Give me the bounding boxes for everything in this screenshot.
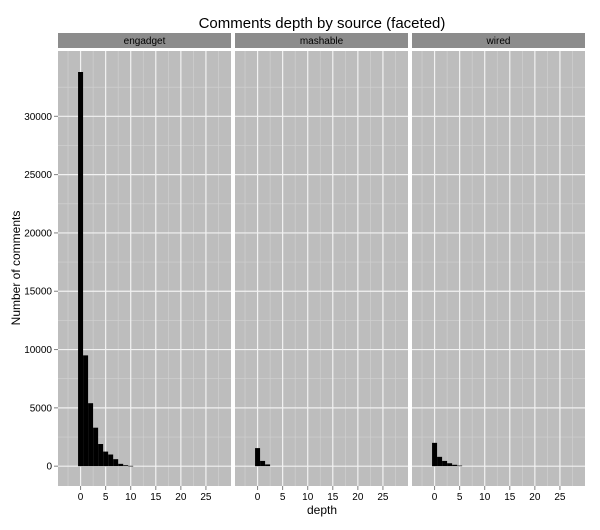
histogram-bar — [452, 464, 458, 467]
histogram-bar — [437, 456, 443, 467]
histogram-bar — [108, 454, 114, 467]
x-tick-label: 5 — [280, 492, 286, 503]
panel-background — [235, 51, 408, 486]
x-axis-title: depth — [307, 503, 337, 517]
x-tick-label: 5 — [103, 492, 109, 503]
facet-panel-mashable: mashable 0 5 10 15 20 25 — [235, 33, 408, 503]
x-tick-label: 25 — [377, 492, 389, 503]
histogram-bar — [98, 444, 104, 467]
histogram-bar — [83, 355, 89, 467]
histogram-bar — [442, 460, 448, 467]
x-tick-label: 0 — [78, 492, 84, 503]
facet-panel-engadget: engadget 0 5 10 15 20 25 — [58, 33, 231, 503]
y-axis-title: Number of comments — [9, 211, 23, 326]
histogram-bar — [265, 464, 271, 467]
histogram-bar — [123, 465, 129, 467]
x-tick-label: 25 — [554, 492, 566, 503]
y-tick-label: 0 — [46, 462, 52, 473]
facet-strip-label: mashable — [300, 36, 344, 47]
histogram-bar — [88, 403, 94, 467]
facet-strip — [58, 33, 231, 48]
histogram-bar — [447, 463, 453, 467]
x-tick-label: 10 — [479, 492, 491, 503]
y-axis: 0 5000 10000 15000 20000 25000 30000 — [24, 112, 58, 473]
histogram-bar — [103, 451, 109, 467]
facet-strip — [412, 33, 585, 48]
y-tick-label: 20000 — [24, 228, 52, 239]
x-tick-label: 15 — [327, 492, 339, 503]
y-tick-label: 30000 — [24, 112, 52, 123]
x-tick-label: 25 — [200, 492, 212, 503]
facet-strip-label: engadget — [124, 36, 166, 47]
histogram-bar — [93, 427, 99, 467]
facet-panel-wired: wired 0 5 10 15 20 25 — [412, 33, 585, 503]
x-tick-label: 15 — [150, 492, 162, 503]
x-tick-label: 5 — [457, 492, 463, 503]
x-tick-label: 20 — [529, 492, 541, 503]
histogram-bar — [128, 465, 134, 467]
facet-strip — [235, 33, 408, 48]
histogram-bar — [255, 448, 261, 467]
x-tick-label: 0 — [255, 492, 261, 503]
facet-strip-label: wired — [486, 36, 511, 47]
panel-background — [412, 51, 585, 486]
chart-title: Comments depth by source (faceted) — [199, 15, 446, 32]
x-tick-label: 10 — [125, 492, 137, 503]
histogram-bar — [78, 71, 84, 467]
y-tick-label: 5000 — [30, 403, 53, 414]
x-tick-label: 20 — [352, 492, 364, 503]
histogram-bar — [113, 459, 119, 467]
x-tick-label: 20 — [175, 492, 187, 503]
y-tick-label: 25000 — [24, 170, 52, 181]
x-tick-label: 0 — [432, 492, 438, 503]
y-tick-label: 10000 — [24, 345, 52, 356]
x-tick-label: 10 — [302, 492, 314, 503]
histogram-bar — [118, 463, 124, 467]
histogram-bar — [457, 465, 463, 467]
histogram-bar — [260, 460, 266, 467]
x-tick-label: 15 — [504, 492, 516, 503]
y-tick-label: 15000 — [24, 287, 52, 298]
histogram-bar — [432, 442, 438, 467]
